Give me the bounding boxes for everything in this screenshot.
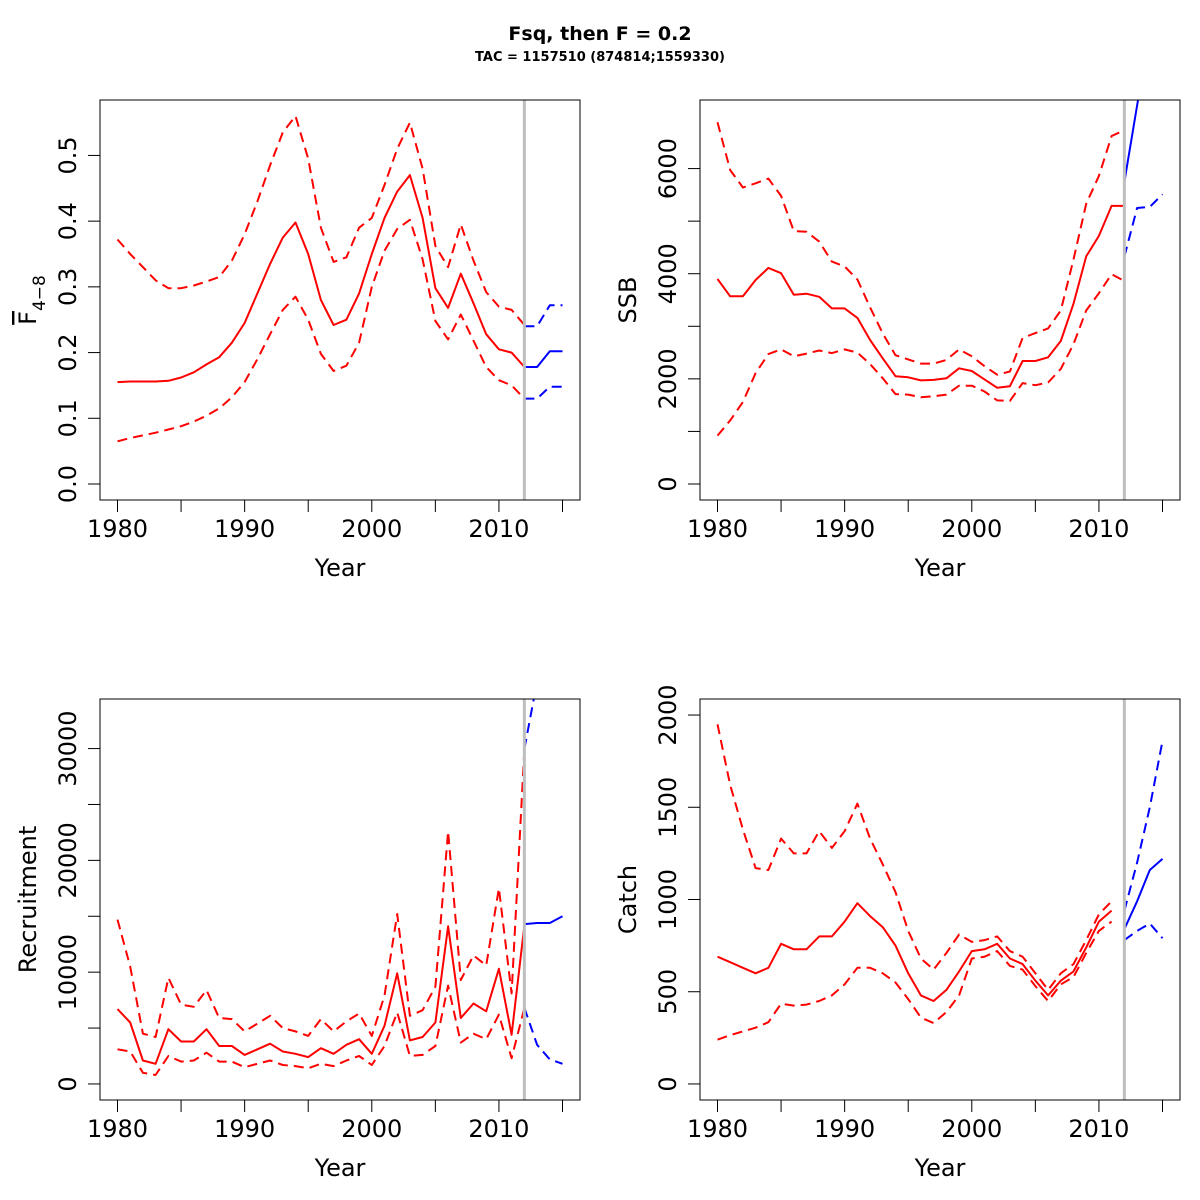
plot-frame [99,698,581,1101]
series-group [716,0,1164,437]
y-tick-label: 0 [54,1076,82,1091]
y-tick-label: 0.3 [54,268,82,306]
y-tick-label: 20000 [54,822,82,898]
x-tick-label: 2010 [1068,1115,1129,1143]
series-forecast-upper [524,304,563,328]
series-estimate [117,174,526,384]
y-tick-label: 0.0 [54,465,82,503]
series-estimate [116,925,526,1065]
series-upper [116,748,526,1038]
series-forecast [524,350,563,368]
y-tick-label: 4000 [654,243,682,304]
plot-frame [99,99,581,501]
x-tick-label: 1980 [87,515,148,543]
y-tick-label: 2000 [654,685,682,746]
series-forecast [1123,100,1140,182]
series-forecast-upper [523,699,535,749]
x-tick-label: 2010 [1068,515,1129,543]
y-tick-label: 0 [654,1076,682,1091]
series-forecast [524,915,563,926]
x-tick-label: 1980 [687,515,748,543]
y-axis-label: F4−8 [14,275,50,325]
y-tick-label: 0.4 [54,202,82,240]
x-tick-label: 1990 [214,515,275,543]
panels: 1980 1990 2000 2010 Year 0.0 0.1 0.2 0.3 0.4 0.5 F4… [14,0,1181,1182]
series-forecast-upper [1124,0,1162,63]
series-lower [117,218,526,443]
plot-frame [699,99,1181,501]
x-axis-label: Year [314,554,366,582]
series-estimate [717,902,1113,1002]
x-tick-label: 2010 [468,1115,529,1143]
plot-frame [699,698,1181,1101]
y-axis-label: Catch [614,865,642,934]
x-tick-label: 2000 [941,1115,1002,1143]
y-axis-label: Recruitment [14,826,42,973]
y-axis-label: SSB [614,277,642,324]
series-forecast-lower [523,1007,563,1065]
x-axis-label: Year [914,554,966,582]
y-tick-label: 1500 [654,777,682,838]
y-tick-label: 0.2 [54,333,82,371]
y-tick-label: 30000 [54,710,82,786]
x-tick-label: 1990 [214,1115,275,1143]
x-tick-label: 1990 [814,1115,875,1143]
y-tick-label: 0.1 [54,399,82,437]
series-forecast-lower [1123,193,1164,257]
panel-3: 1980 1990 2000 2010 Year 0 10000 20000 30000 Recr… [14,698,581,1182]
x-tick-label: 1980 [87,1115,148,1143]
x-tick-label: 2010 [468,515,529,543]
figure-title: Fsq, then F = 0.2 [508,23,691,45]
x-tick-label: 1980 [687,1115,748,1143]
panel-2: 1980 1990 2000 2010 Year 0 2000 4000 6000 SSB [614,0,1181,582]
panel-4: 1980 1990 2000 2010 Year 0 500 1000 1500 2000 Catc… [614,685,1181,1182]
series-estimate [716,204,1125,389]
x-tick-label: 2000 [941,515,1002,543]
series-upper [716,122,1125,376]
series-forecast [1123,858,1164,930]
series-forecast-upper [1123,740,1164,911]
series-forecast-lower [1123,922,1164,941]
y-tick-label: 500 [654,969,682,1015]
y-tick-label: 0.5 [54,136,82,174]
y-tick-label: 0 [654,476,682,491]
series-lower [716,273,1125,437]
series-forecast-lower [524,385,563,400]
x-tick-label: 2000 [341,1115,402,1143]
series-lower [717,920,1113,1041]
x-axis-label: Year [314,1154,366,1182]
series-upper [116,115,526,326]
x-tick-label: 1990 [814,515,875,543]
x-axis-label: Year [914,1154,966,1182]
panel-1: 1980 1990 2000 2010 Year 0.0 0.1 0.2 0.3 0.4 0.5 F4… [14,99,581,582]
y-tick-label: 1000 [654,869,682,930]
y-tick-label: 6000 [654,138,682,199]
y-tick-label: 10000 [54,934,82,1010]
series-upper [716,724,1113,991]
series-group [116,115,563,443]
series-group [716,724,1164,1041]
y-tick-label: 2000 [654,348,682,409]
x-tick-label: 2000 [341,515,402,543]
figure-subtitle: TAC = 1157510 (874814;1559330) [475,50,725,65]
series-group [116,699,563,1076]
